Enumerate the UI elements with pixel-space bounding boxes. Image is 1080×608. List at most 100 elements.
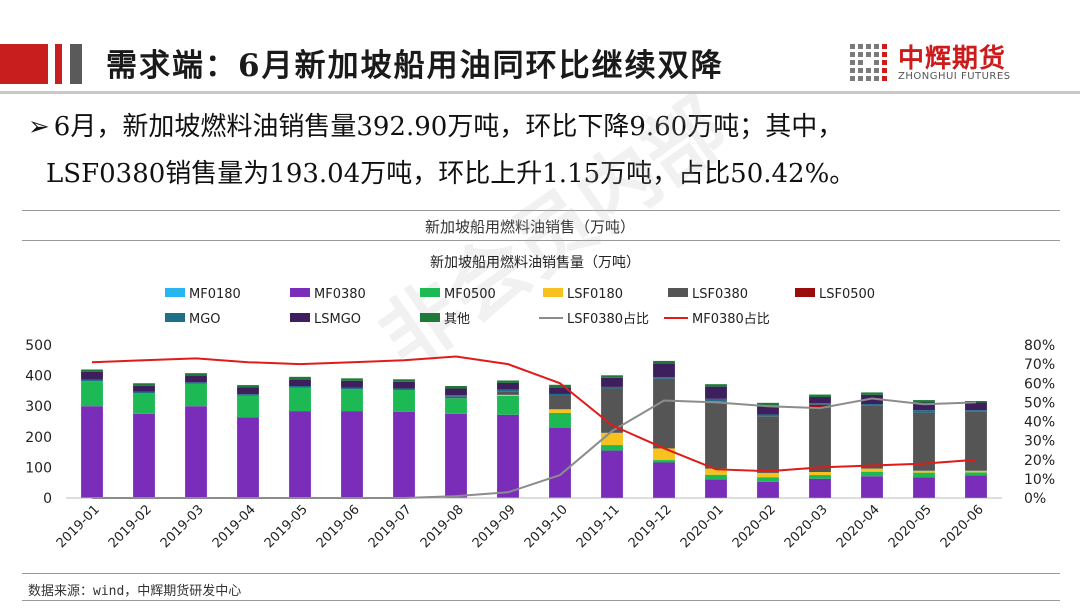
legend-label: LSF0180 (567, 287, 623, 302)
bar-segment (705, 398, 727, 402)
bar-segment (341, 389, 363, 412)
bar-segment (393, 388, 415, 390)
chart-legend: MF0180 MF0380 MF0500 LSF0180 LSF0380 LSF0500 M… (165, 287, 875, 327)
bar-segment (289, 379, 311, 387)
x-tick-label: 2019-06 (314, 502, 363, 551)
bar-segment (809, 403, 831, 405)
bar-segment (653, 363, 675, 378)
bar-segment (133, 385, 155, 392)
legend-swatch (543, 288, 563, 297)
x-tick-label: 2019-10 (522, 502, 571, 551)
bar-segment (861, 468, 883, 472)
bar-segment (757, 402, 779, 406)
bar-segment (705, 468, 727, 475)
x-tick-label: 2019-01 (54, 502, 103, 551)
bar-segment (237, 395, 259, 418)
bar-segment (965, 402, 987, 411)
bar-segment (653, 378, 675, 449)
legend-label: LSF0380 (692, 287, 748, 302)
bar-segment (861, 471, 883, 477)
summary-bullet: ➢ 6月，新加坡燃料油销售量392.90万吨，环比下降9.60万吨；其中， LSF… (28, 104, 855, 198)
bar-segment (185, 373, 207, 376)
bar-segment (601, 386, 623, 389)
legend-swatch (420, 288, 440, 297)
bar-segment (913, 400, 935, 403)
bar-segment (809, 471, 831, 476)
bar-segment (393, 411, 415, 498)
x-tick-label: 2019-12 (626, 502, 675, 551)
bar-segment (497, 394, 519, 396)
bar-segment (445, 413, 467, 498)
bar-segment (965, 400, 987, 403)
bar-segment (601, 445, 623, 451)
header-red-stripe (55, 44, 62, 84)
logo-grid-icon (850, 44, 888, 82)
bar-segment (653, 460, 675, 463)
bar-segment (549, 387, 571, 394)
sales-chart: 新加坡船用燃料油销售量（万吨） MF0180 MF0380 MF0500 LSF018… (25, 254, 1055, 551)
y-tick-label: 300 (25, 399, 52, 415)
y2-tick-label: 50% (1024, 395, 1055, 411)
x-tick-label: 2020-05 (886, 502, 935, 551)
chart-frame-title: 新加坡船用燃料油销售（万吨） (424, 218, 635, 236)
bar-segment (861, 392, 883, 395)
bar-segment (549, 395, 571, 410)
bar-segment (913, 472, 935, 478)
bar-segment (965, 475, 987, 498)
bar-segment (549, 384, 571, 388)
y2-tick-label: 60% (1024, 376, 1055, 392)
series-line (92, 397, 977, 499)
x-tick-label: 2020-04 (834, 502, 883, 551)
bar-segment (445, 398, 467, 414)
bar-segment (445, 497, 467, 498)
bar-segment (913, 410, 935, 413)
bar-segment (549, 427, 571, 498)
bar-segment (289, 386, 311, 388)
bar-segment (653, 360, 675, 364)
bar-segment (757, 416, 779, 473)
y2-tick-label: 30% (1024, 434, 1055, 450)
bar-segment (81, 406, 103, 498)
bar-segment (861, 404, 883, 406)
bar-segment (81, 379, 103, 382)
bar-segment (757, 477, 779, 482)
bar-segment (497, 497, 519, 498)
bar-segment (601, 432, 623, 446)
header-divider (0, 91, 1080, 94)
source-divider (22, 600, 1060, 601)
logo-subtitle: ZHONGHUI FUTURES (898, 71, 1011, 82)
company-logo: 中辉期货 ZHONGHUI FUTURES (850, 40, 1050, 86)
legend-swatch (420, 313, 440, 322)
chart-lines (91, 355, 977, 499)
legend-label: MF0500 (444, 287, 496, 302)
bar-segment (705, 384, 727, 387)
x-tick-label: 2019-11 (574, 502, 623, 551)
bar-segment (81, 369, 103, 372)
series-line (91, 355, 977, 473)
bar-segment (133, 393, 155, 414)
bar-segment (445, 395, 467, 397)
bar-segment (393, 381, 415, 389)
bar-segment (185, 375, 207, 383)
bar-segment (809, 478, 831, 498)
bar-segment (601, 375, 623, 378)
y2-tick-label: 10% (1024, 472, 1055, 488)
legend-label: LSMGO (314, 312, 361, 327)
x-tick-label: 2020-03 (782, 502, 831, 551)
bar-segment (341, 378, 363, 381)
y-tick-label: 200 (25, 430, 52, 446)
chart-bottom-divider (22, 573, 1060, 574)
data-source: 数据来源：wind，中辉期货研发中心 (28, 584, 242, 599)
bar-segment (757, 481, 779, 498)
bar-segment (809, 407, 831, 472)
bar-segment (809, 397, 831, 404)
logo-name: 中辉期货 (898, 44, 1007, 74)
bar-segment (913, 412, 935, 471)
bar-segment (133, 383, 155, 386)
bar-segment (289, 376, 311, 380)
bar-segment (549, 409, 571, 413)
legend-swatch (165, 288, 185, 297)
y-tick-label: 0 (43, 491, 52, 507)
bar-segment (497, 395, 519, 415)
x-tick-label: 2020-06 (938, 502, 987, 551)
